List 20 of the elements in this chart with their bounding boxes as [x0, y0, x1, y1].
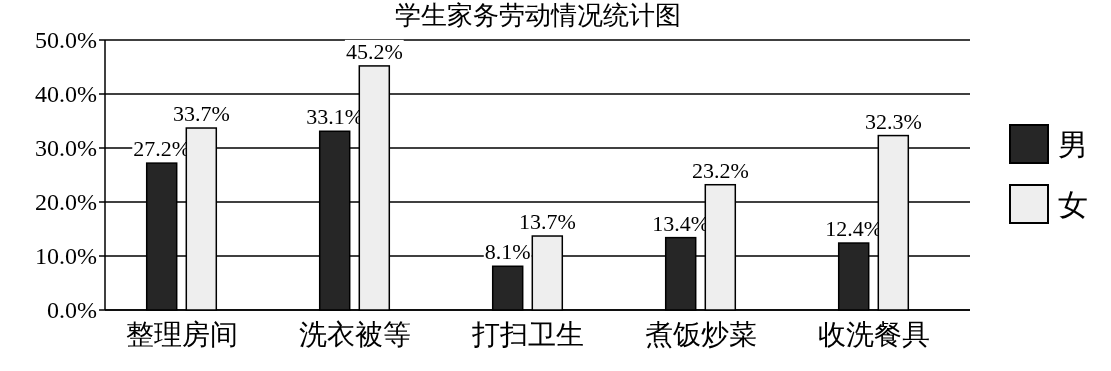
x-tick-label: 打扫卫生 — [470, 319, 584, 350]
x-tick-label: 洗衣被等 — [298, 319, 411, 350]
legend-label: 男 — [1058, 128, 1088, 161]
data-label: 33.7% — [172, 101, 230, 127]
x-tick-label: 收洗餐具 — [817, 319, 930, 350]
y-tick-label: 20.0% — [35, 189, 97, 215]
data-label: 8.1% — [484, 239, 531, 265]
y-tick-label: 30.0% — [35, 135, 97, 161]
y-tick-label: 10.0% — [35, 243, 97, 269]
x-tick-label: 整理房间 — [125, 319, 238, 350]
data-label: 23.2% — [691, 157, 749, 183]
y-tick-label: 50.0% — [35, 27, 97, 53]
x-tick-label: 煮饭炒菜 — [644, 319, 757, 350]
legend-label: 女 — [1058, 188, 1088, 221]
data-label: 45.2% — [345, 38, 403, 64]
data-label: 32.3% — [864, 108, 922, 134]
y-tick-label: 0.0% — [47, 297, 97, 323]
title: 学生家务劳动情况统计图 — [394, 1, 681, 30]
y-tick-label: 40.0% — [35, 81, 97, 107]
data-label: 13.7% — [518, 209, 576, 235]
